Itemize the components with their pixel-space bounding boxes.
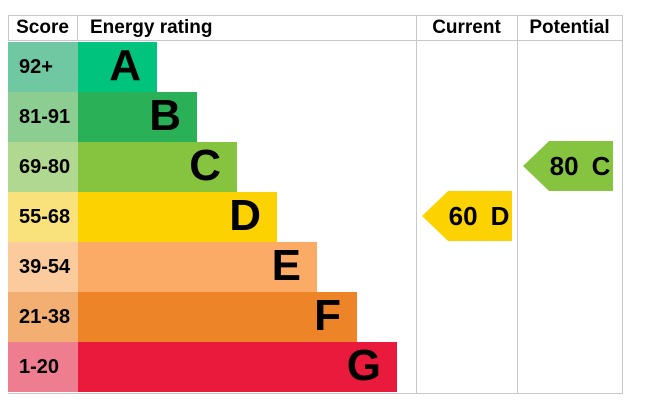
rating-letter: D	[229, 191, 261, 240]
rating-letter: B	[149, 91, 181, 140]
rating-bar-a: A	[78, 42, 157, 92]
band-row-b: 81-91 B	[0, 92, 650, 142]
grid-line-top	[8, 15, 622, 16]
score-range-label: 39-54	[8, 242, 78, 292]
score-range-label: 21-38	[8, 292, 78, 342]
score-range-label: 69-80	[8, 142, 78, 192]
rating-bar-g: G	[78, 342, 397, 392]
rating-bar-d: D	[78, 192, 277, 242]
rating-letter: E	[271, 241, 301, 290]
current-score-value: 60	[448, 200, 478, 231]
band-row-f: 21-38 F	[0, 292, 650, 342]
score-range-label: 81-91	[8, 92, 78, 142]
band-row-e: 39-54 E	[0, 242, 650, 292]
grid-line-potential-divider	[517, 15, 518, 394]
rating-letter: F	[314, 291, 341, 340]
grid-line-bottom	[8, 393, 622, 394]
band-row-a: 92+ A	[0, 42, 650, 92]
rating-letter: A	[109, 41, 141, 90]
header-current: Current	[432, 17, 501, 38]
grid-line-header-bottom	[8, 40, 622, 41]
header-score: Score	[16, 17, 69, 38]
grid-line-left	[8, 15, 9, 41]
rating-letter: C	[189, 141, 221, 190]
rating-bar-b: B	[78, 92, 197, 142]
current-rating-letter: D	[490, 200, 510, 231]
potential-rating-letter: C	[591, 150, 611, 181]
header-potential: Potential	[529, 17, 610, 38]
rating-bar-e: E	[78, 242, 317, 292]
grid-line-score-divider	[77, 15, 78, 41]
grid-line-current-divider	[416, 15, 417, 394]
rating-bar-c: C	[78, 142, 237, 192]
score-range-label: 55-68	[8, 192, 78, 242]
grid-line-right	[622, 15, 623, 394]
band-row-c: 69-80 C	[0, 142, 650, 192]
band-row-d: 55-68 D	[0, 192, 650, 242]
score-range-label: 1-20	[8, 342, 78, 392]
rating-letter: G	[346, 341, 381, 390]
potential-score-value: 80	[549, 150, 579, 181]
rating-bar-f: F	[78, 292, 357, 342]
band-row-g: 1-20 G	[0, 342, 650, 392]
header-energy-rating: Energy rating	[90, 17, 213, 38]
score-range-label: 92+	[8, 42, 78, 92]
